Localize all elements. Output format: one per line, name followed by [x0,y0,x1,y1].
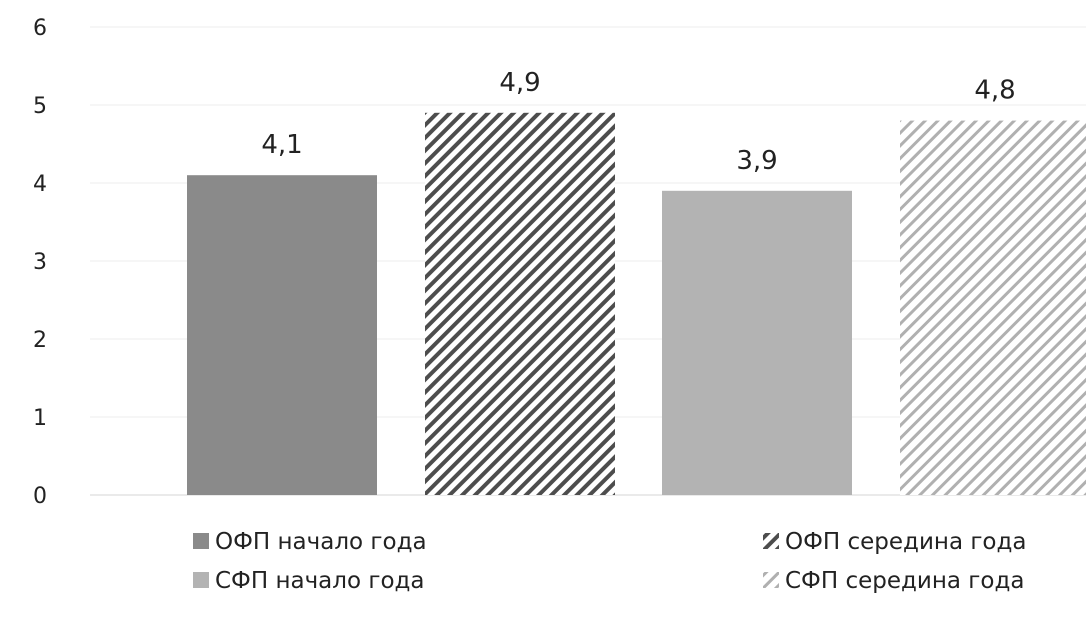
y-axis-ticks: 0 1 2 3 4 5 6 [33,16,47,509]
y-tick-label: 3 [33,250,47,275]
legend-label: ОФП середина года [785,529,1027,555]
legend-label: ОФП начало года [215,529,427,555]
legend-swatch [763,533,779,549]
data-label: 4,9 [499,68,540,98]
y-tick-label: 6 [33,16,47,41]
legend-swatch [193,533,209,549]
data-labels: 4,1 4,9 3,9 4,8 [261,68,1015,176]
y-tick-label: 2 [33,328,47,353]
data-label: 4,8 [974,76,1015,106]
y-tick-label: 0 [33,484,47,509]
bar-4 [900,120,1086,495]
y-tick-label: 4 [33,172,47,197]
bars [187,112,1086,496]
bar-2 [425,112,615,496]
legend-label: СФП середина года [785,568,1024,594]
data-label: 3,9 [736,146,777,176]
legend-swatch [193,572,209,588]
y-tick-label: 5 [33,94,47,119]
data-label: 4,1 [261,130,302,160]
legend: ОФП начало года ОФП середина года СФП нача… [193,529,1027,594]
bar-1 [187,175,377,495]
legend-label: СФП начало года [215,568,425,594]
y-tick-label: 1 [33,406,47,431]
bar-3 [662,190,852,496]
legend-swatch [763,572,779,588]
